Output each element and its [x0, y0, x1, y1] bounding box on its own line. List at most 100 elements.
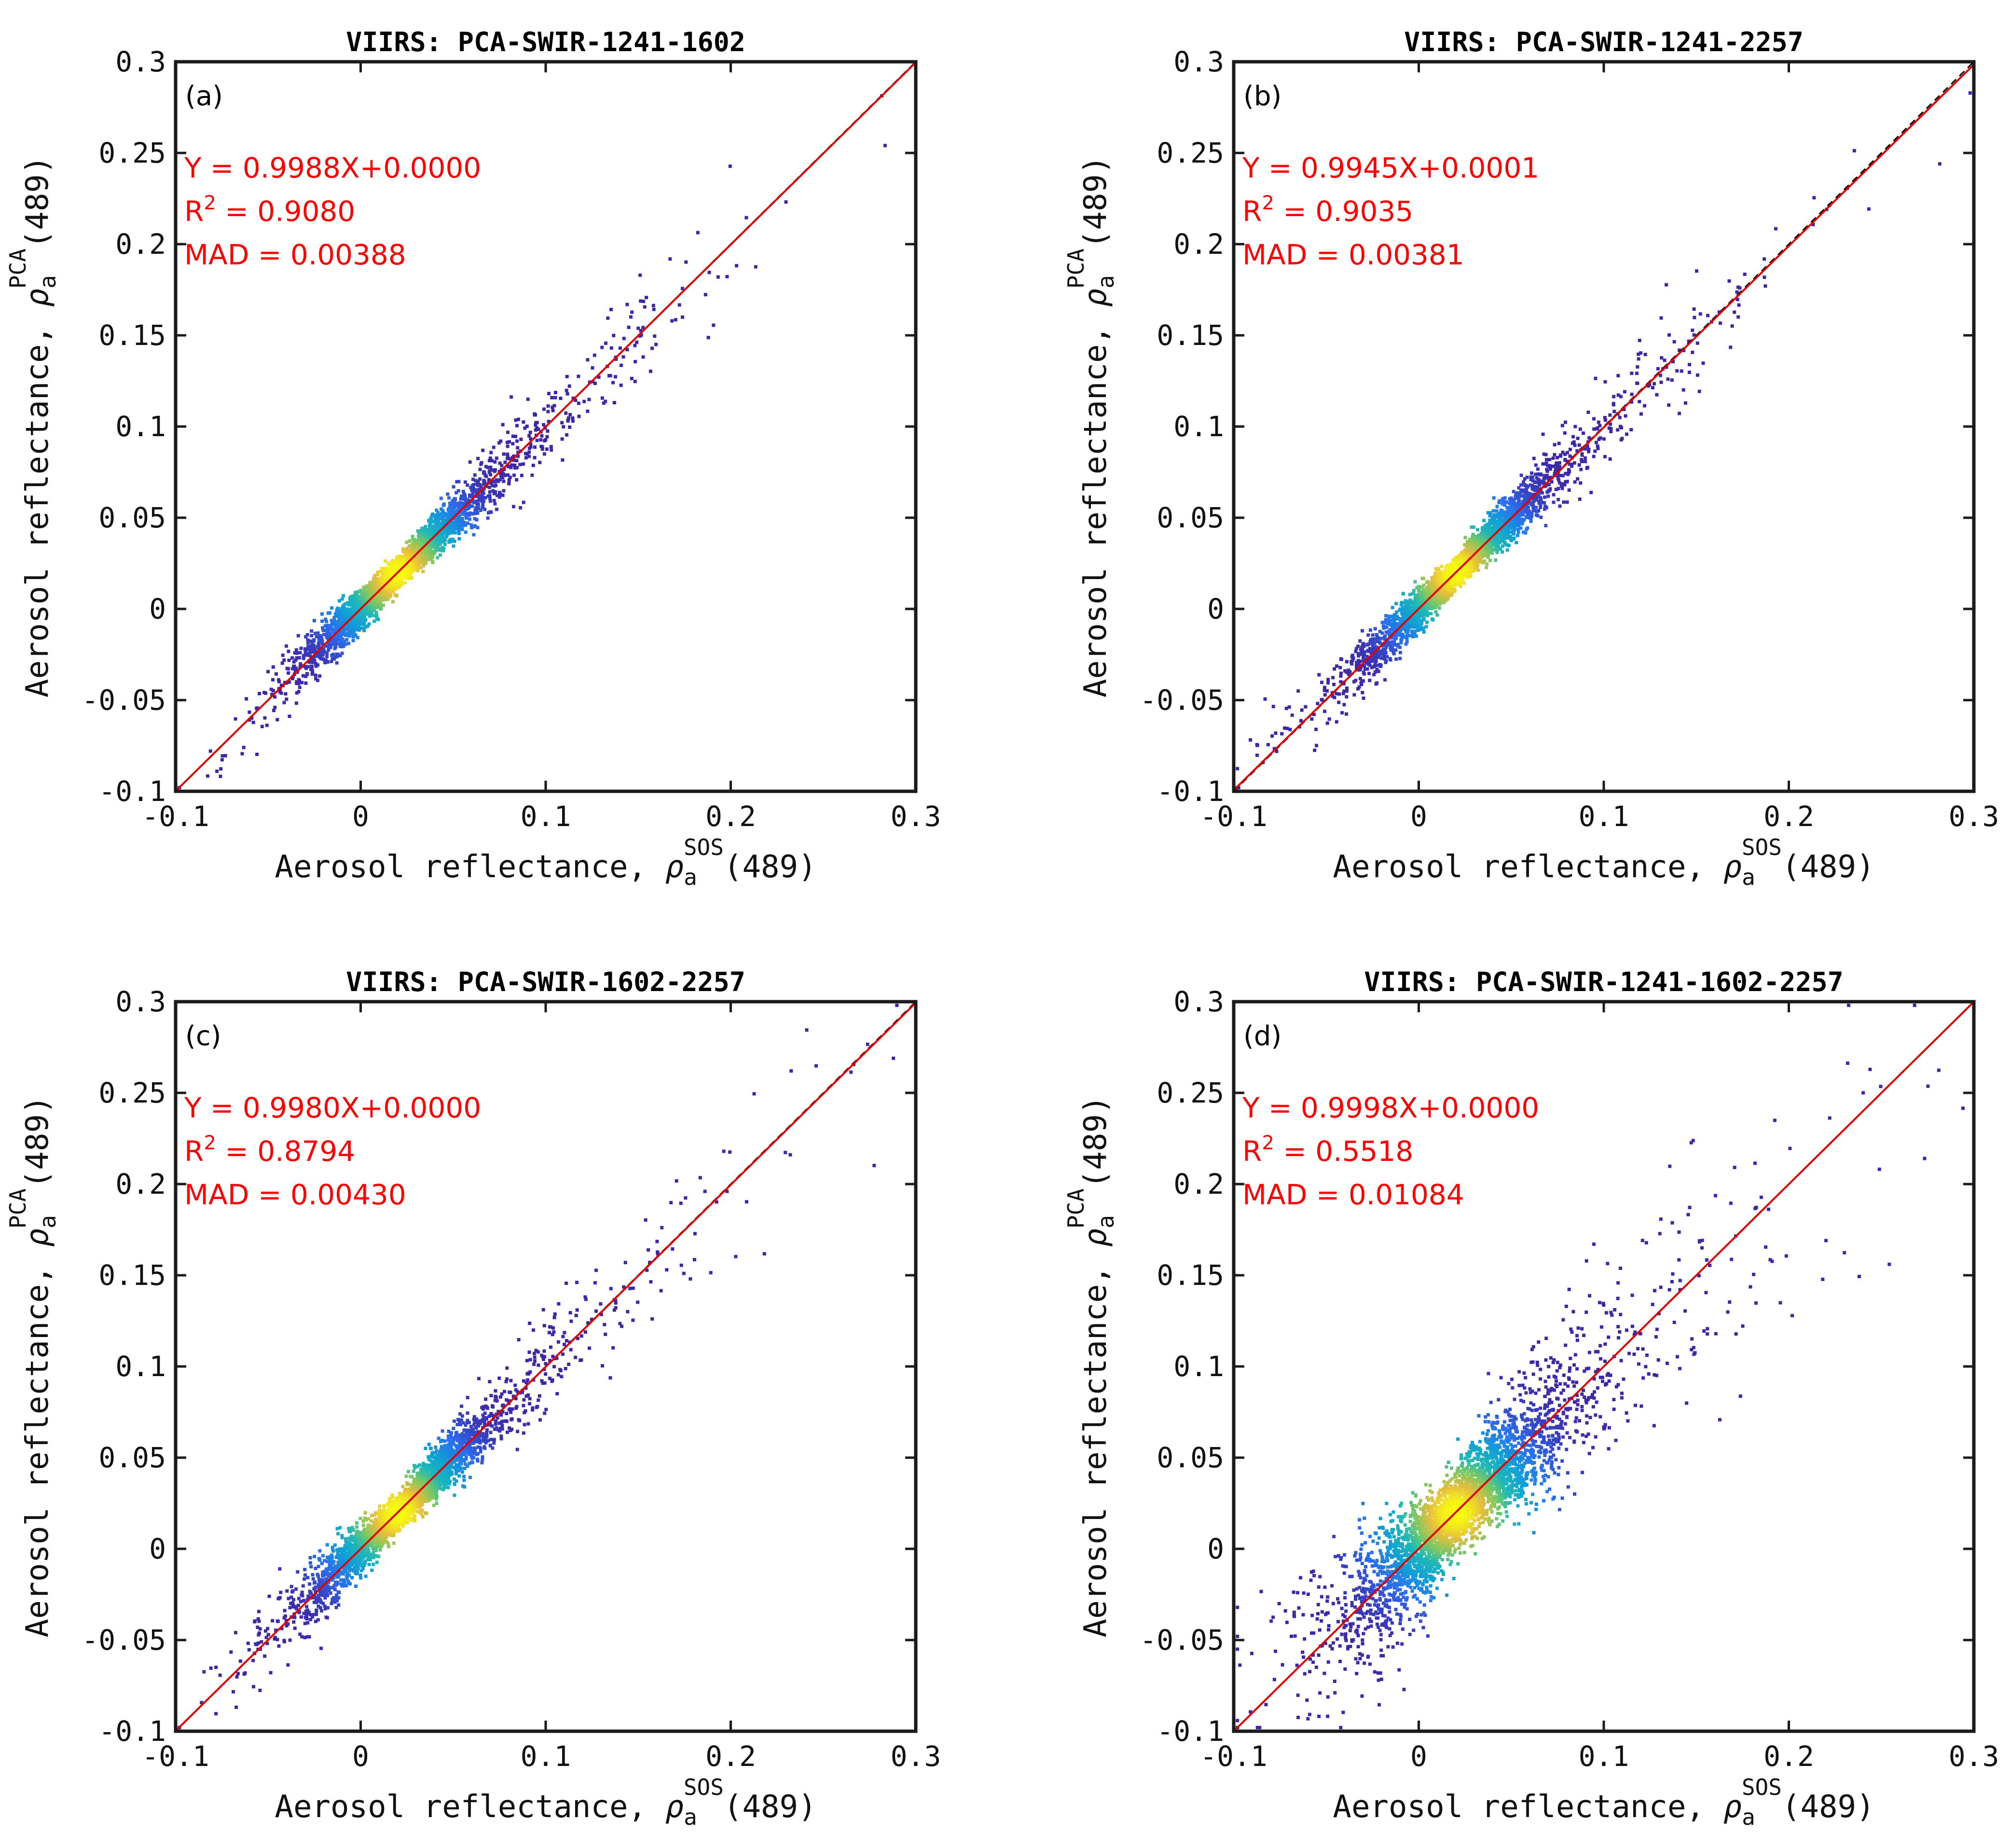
- scatter-point: [325, 651, 329, 655]
- scatter-point: [357, 590, 361, 594]
- scatter-point: [539, 444, 543, 448]
- scatter-point: [1418, 628, 1421, 632]
- scatter-point: [334, 639, 338, 643]
- scatter-point: [1384, 618, 1388, 621]
- scatter-point: [1515, 496, 1518, 500]
- scatter-point: [1589, 491, 1593, 495]
- scatter-point: [1558, 504, 1562, 508]
- scatter-point: [360, 591, 364, 595]
- scatter-point: [533, 456, 537, 459]
- scatter-point: [1480, 527, 1484, 531]
- scatter-point: [1394, 602, 1398, 606]
- scatter-point: [1504, 530, 1508, 534]
- scatter-point: [1603, 455, 1607, 458]
- scatter-point: [455, 480, 459, 483]
- scatter-point: [1563, 458, 1567, 462]
- scatter-point: [1381, 624, 1385, 628]
- scatter-point: [1546, 464, 1550, 468]
- scatter-point: [337, 617, 341, 621]
- scatter-point: [543, 439, 547, 442]
- scatter-point: [304, 675, 308, 678]
- scatter-point: [377, 570, 381, 574]
- scatter-point: [320, 648, 324, 651]
- scatter-point: [1288, 728, 1292, 731]
- scatter-point: [1541, 432, 1545, 436]
- scatter-point: [306, 652, 310, 656]
- scatter-point: [591, 366, 594, 370]
- scatter-point: [1390, 632, 1394, 635]
- scatter-point: [353, 633, 357, 636]
- scatter-point: [716, 275, 720, 279]
- scatter-point: [316, 631, 320, 635]
- scatter-point: [1512, 506, 1515, 510]
- scatter-point: [346, 601, 350, 605]
- scatter-point: [1274, 731, 1278, 735]
- scatter-point: [1556, 487, 1560, 491]
- scatter-point: [516, 446, 520, 450]
- scatter-point: [381, 603, 385, 607]
- scatter-point: [390, 588, 394, 592]
- y-axis-label-sup: PCA: [5, 248, 31, 289]
- scatter-point: [1518, 494, 1522, 498]
- scatter-point: [463, 512, 467, 516]
- scatter-point: [1519, 483, 1523, 487]
- scatter-point: [476, 500, 480, 504]
- scatter-point: [1517, 510, 1521, 514]
- scatter-point: [347, 642, 351, 645]
- scatter-point: [1407, 604, 1411, 607]
- scatter-point: [531, 464, 535, 467]
- scatter-point: [494, 480, 497, 483]
- scatter-point: [564, 411, 568, 415]
- scatter-point: [650, 346, 654, 350]
- scatter-point: [612, 401, 616, 404]
- scatter-point: [1359, 677, 1362, 680]
- scatter-point: [1339, 672, 1343, 675]
- x-tick-label: 0.3: [891, 800, 941, 833]
- scatter-point: [510, 463, 514, 467]
- scatter-point: [297, 656, 301, 660]
- scatter-point: [519, 506, 523, 510]
- scatter-point: [312, 643, 316, 647]
- scatter-point: [341, 631, 345, 635]
- scatter-point: [472, 533, 476, 537]
- scatter-point: [1517, 497, 1521, 501]
- scatter-point: [478, 494, 482, 498]
- scatter-point: [344, 602, 347, 606]
- scatter-point: [670, 319, 674, 323]
- scatter-point: [445, 529, 449, 533]
- scatter-point: [612, 333, 616, 337]
- scatter-point: [430, 545, 434, 549]
- scatter-point: [735, 264, 739, 268]
- scatter-point: [342, 594, 345, 598]
- scatter-point: [300, 681, 304, 685]
- scatter-point: [1693, 316, 1696, 319]
- scatter-point: [1528, 516, 1531, 520]
- scatter-point: [335, 655, 339, 658]
- scatter-point: [1635, 372, 1639, 375]
- scatter-point: [499, 474, 503, 478]
- scatter-point: [281, 653, 285, 657]
- x-axis-label: Aerosol reflectance, ρaSOS(489): [275, 834, 816, 890]
- scatter-point: [510, 456, 514, 459]
- scatter-point: [258, 692, 261, 695]
- scatter-point: [1543, 474, 1546, 478]
- scatter-point: [493, 484, 496, 488]
- scatter-point: [298, 651, 302, 655]
- scatter-point: [1491, 509, 1495, 513]
- scatter-point: [1622, 408, 1626, 412]
- scatter-point: [1519, 526, 1523, 530]
- scatter-point: [568, 425, 572, 429]
- scatter-point: [1555, 461, 1558, 465]
- scatter-point: [634, 360, 637, 363]
- scatter-point: [1350, 653, 1354, 657]
- scatter-point: [545, 435, 549, 439]
- scatter-point: [1542, 477, 1546, 481]
- scatter-point: [1404, 642, 1408, 646]
- scatter-point: [311, 669, 314, 673]
- scatter-point: [454, 531, 457, 535]
- scatter-point: [1411, 624, 1415, 628]
- scatter-point: [1398, 650, 1402, 654]
- scatter-point: [1619, 438, 1623, 441]
- scatter-point: [1522, 530, 1526, 534]
- scatter-point: [1695, 341, 1699, 345]
